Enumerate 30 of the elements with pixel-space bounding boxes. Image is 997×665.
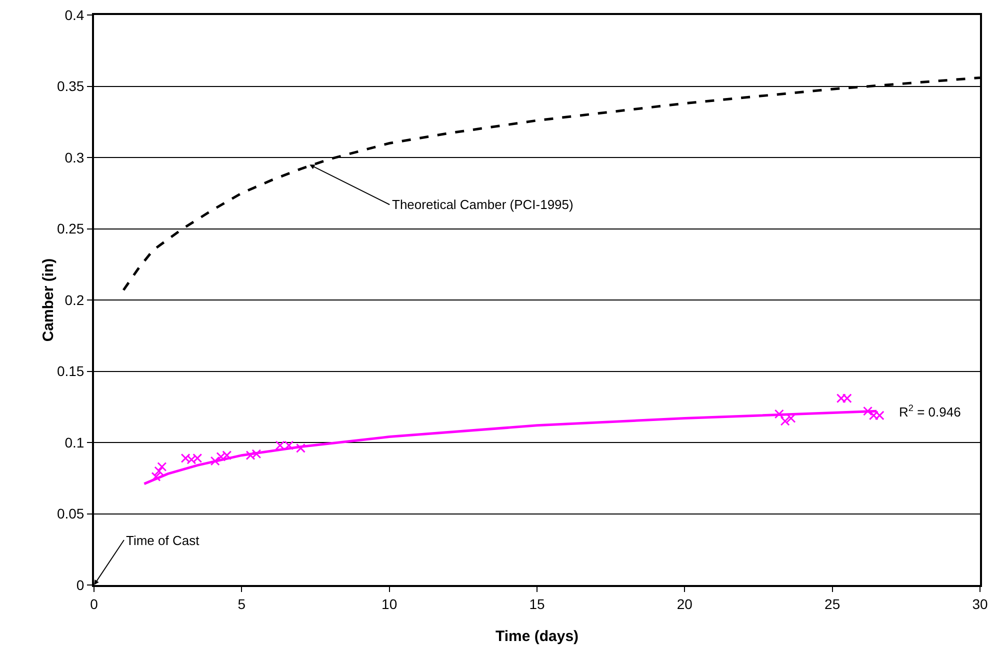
y-tick-label: 0 (76, 576, 84, 593)
y-tick-label: 0.35 (56, 78, 84, 94)
y-tick-label: 0.25 (56, 220, 84, 237)
x-tick-label: 10 (382, 596, 398, 612)
x-tick-label: 15 (529, 596, 545, 612)
x-tick-label: 30 (972, 596, 988, 612)
point (780, 416, 790, 426)
annotation: Time of Cast (126, 533, 200, 548)
x-tick-label: 5 (238, 596, 246, 612)
y-axis-title: Camber (in) (40, 258, 57, 342)
point (863, 406, 873, 416)
y-tick-label: 0.4 (64, 6, 84, 23)
point (210, 456, 220, 466)
annotation: Theoretical Camber (PCI-1995) (392, 197, 574, 212)
x-tick-label: 0 (90, 596, 98, 612)
point (154, 466, 164, 476)
point (157, 462, 167, 472)
x-tick-label: 25 (824, 596, 840, 612)
point (151, 472, 161, 482)
y-tick-label: 0.3 (64, 149, 84, 166)
annotation: R$^{2}$ = 0.946 (899, 403, 961, 420)
point (786, 414, 796, 424)
y-tick-label: 0.1 (64, 434, 84, 450)
y-tick-label: 0.05 (56, 506, 84, 522)
y-tick-label: 0.2 (64, 292, 84, 308)
x-tick-label: 20 (676, 596, 693, 612)
x-axis-title: Time (days) (495, 628, 579, 645)
point (774, 409, 784, 419)
point (296, 443, 306, 453)
y-tick-label: 0.15 (56, 363, 84, 380)
